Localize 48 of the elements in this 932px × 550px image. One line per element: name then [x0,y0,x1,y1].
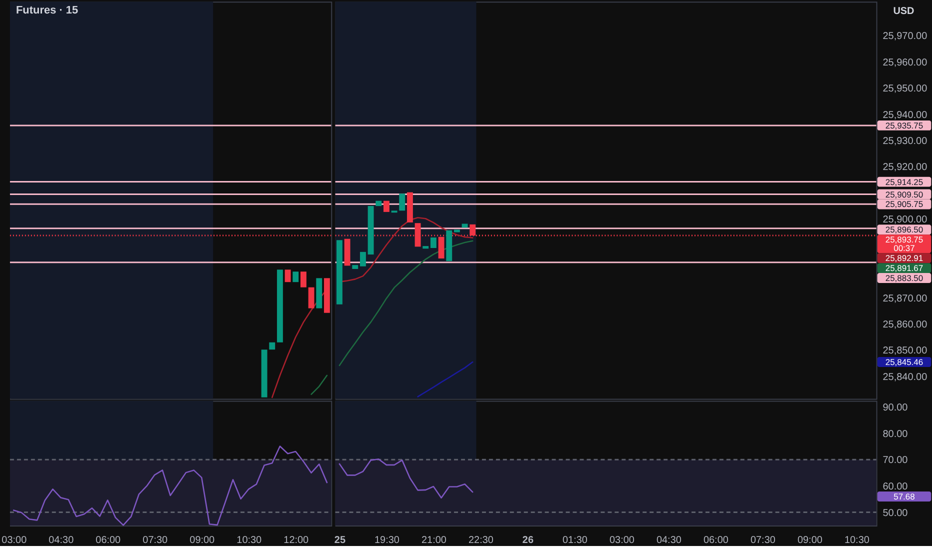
ref-line-label: 25,935.75 [885,120,924,130]
x-tick-label: 12:00 [284,534,310,546]
ref-line-label: 25,883.50 [885,273,924,284]
y-tick-label: 25,860.00 [882,320,928,331]
x-tick-label: 26 [522,534,534,546]
x-tick-label: 03:00 [2,534,28,546]
y-tick-label: 25,850.00 [882,346,928,357]
x-tick-label: 09:00 [190,534,216,546]
y-tick-label: 80.00 [882,428,908,440]
ref-line-label: 25,909.50 [885,189,924,200]
ref-line-label: 25,896.50 [885,224,924,235]
x-tick-label: 03:00 [609,534,635,546]
y-tick-label: 25,920.00 [882,162,928,174]
x-tick-label: 06:00 [703,534,729,546]
x-tick-label: 10:30 [844,534,870,546]
x-tick-label: 06:00 [96,534,122,546]
x-tick-label: 22:30 [468,534,494,546]
x-tick-label: 10:30 [236,534,262,546]
ref-line-label: 25,914.25 [885,176,924,187]
y-tick-label: 70.00 [882,455,908,466]
y-axis-title: USD [893,6,914,18]
y-tick-label: 90.00 [882,402,908,414]
text: 57.68 [894,491,916,502]
chart-title: Futures · 15 [16,4,78,17]
x-tick-label: 09:00 [797,534,823,546]
ref-line-label: 25,905.75 [885,199,924,210]
text: 25,892.91 [885,253,924,264]
ref-line-label: 25,893.75 00:37 [885,234,924,254]
x-tick-label: 01:30 [562,534,588,546]
y-tick-label: 25,950.00 [882,84,928,95]
text: 25,845.46 [885,357,924,368]
x-tick-label: 07:30 [142,534,168,546]
y-tick-label: 25,940.00 [882,110,928,121]
x-tick-label: 04:30 [48,534,74,546]
x-tick-label: 21:00 [421,534,447,546]
x-tick-label: 04:30 [656,534,682,546]
y-tick-label: 25,970.00 [882,31,928,42]
y-tick-label: 25,900.00 [882,214,928,226]
x-tick-label: 07:30 [750,534,776,546]
text: 25,891.67 [885,263,924,274]
x-tick-label: 25 [334,534,346,546]
y-tick-label: 25,870.00 [882,293,928,304]
y-tick-label: 60.00 [882,481,908,492]
y-tick-label: 25,930.00 [882,136,928,148]
x-tick-label: 19:30 [374,534,400,546]
y-tick-label: 25,840.00 [882,372,928,383]
y-tick-label: 50.00 [882,508,908,519]
y-tick-label: 25,960.00 [882,57,928,68]
